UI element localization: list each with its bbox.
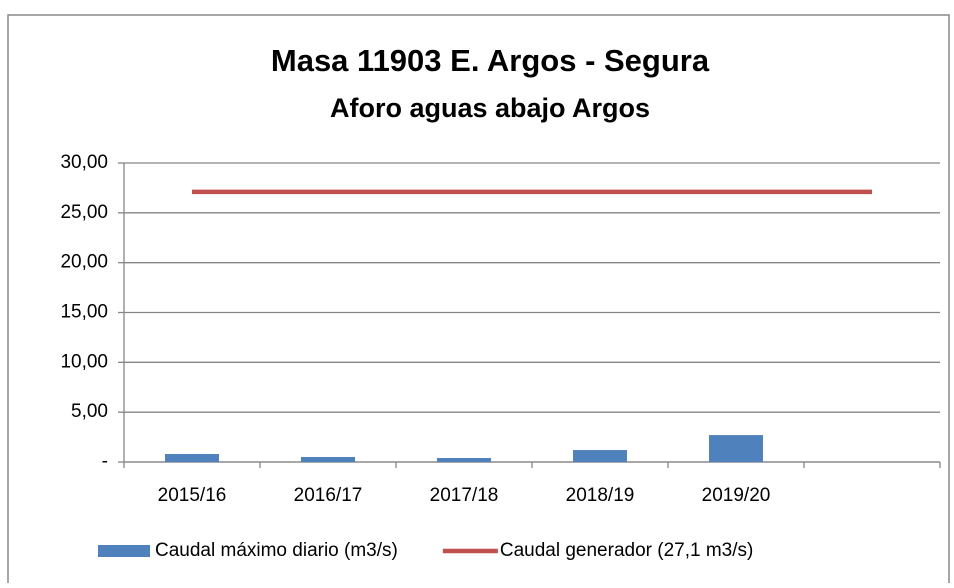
y-tick-label: 15,00 [60, 302, 108, 323]
x-tick-label: 2016/17 [294, 485, 363, 506]
legend-label: Caudal generador (27,1 m3/s) [500, 540, 753, 561]
y-tick-label: 5,00 [71, 401, 108, 422]
y-tick-label: - [102, 451, 108, 472]
legend-label: Caudal máximo diario (m3/s) [155, 540, 398, 561]
y-tick-label: 30,00 [60, 152, 108, 173]
y-tick-label: 10,00 [60, 351, 108, 372]
chart-title: Masa 11903 E. Argos - Segura [271, 43, 710, 78]
bar [165, 454, 219, 462]
y-tick-label: 25,00 [60, 202, 108, 223]
chart-border [7, 14, 950, 588]
bar [301, 457, 355, 462]
y-tick-label: 20,00 [60, 252, 108, 273]
x-tick-label: 2015/16 [158, 485, 227, 506]
chart-subtitle: Aforo aguas abajo Argos [330, 93, 650, 123]
x-tick-label: 2019/20 [702, 485, 771, 506]
bar [437, 458, 491, 462]
bar [573, 450, 627, 462]
x-tick-label: 2018/19 [566, 485, 635, 506]
bar [709, 435, 763, 462]
x-tick-label: 2017/18 [430, 485, 499, 506]
legend-swatch [98, 545, 150, 557]
